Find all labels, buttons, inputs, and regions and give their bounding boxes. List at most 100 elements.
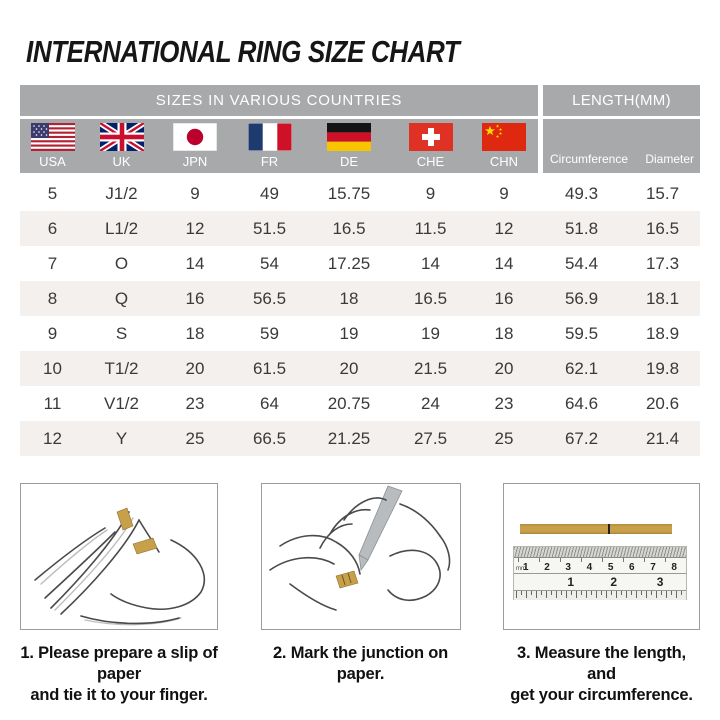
hand-with-paper-strip-illustration xyxy=(20,483,218,630)
table-cell: 59.5 xyxy=(564,323,599,343)
table-cell: 10 xyxy=(43,358,62,378)
usa-flag-icon xyxy=(30,123,75,151)
table-cell: 14 xyxy=(421,253,440,273)
ruler-number: 3 xyxy=(656,575,664,589)
table-row: 10 T1/2 20 61.5 20 21.5 20 62.1 19.8 xyxy=(20,351,700,386)
table-cell: 21.4 xyxy=(645,428,680,448)
table-cell: 16 xyxy=(494,288,514,308)
table-cell: 25 xyxy=(494,428,514,448)
ruler-tick-band xyxy=(514,590,686,600)
country-label-che: CHE xyxy=(416,154,445,169)
table-cell: 49 xyxy=(260,183,279,203)
table-cell: 12 xyxy=(494,218,514,238)
ruler-number: 2 xyxy=(610,575,617,589)
table-cell: 18 xyxy=(185,323,205,343)
table-cell: 66.5 xyxy=(252,428,287,448)
sizes-group-header: SIZES IN VARIOUS COUNTRIES xyxy=(20,85,538,116)
country-label-fr: FR xyxy=(260,154,279,169)
hand-strip-drawing xyxy=(34,507,206,626)
table-cell: 18.9 xyxy=(645,323,680,343)
size-chart-table: SIZES IN VARIOUS COUNTRIES LENGTH(MM) xyxy=(20,85,700,456)
mark-junction-drawing xyxy=(268,485,450,611)
country-column-chn: CHN xyxy=(470,119,538,173)
ruler-measure-illustration: mm 1 2 3 4 5 6 7 8 1 2 3 xyxy=(503,483,700,630)
table-cell: 18 xyxy=(339,288,359,308)
instruction-steps: 1. Please prepare a slip of paper and ti… xyxy=(20,483,700,706)
ruler-inch-scale: 1 2 3 xyxy=(514,574,686,590)
ruler-cm-scale: mm 1 2 3 4 5 6 7 8 xyxy=(514,558,686,574)
country-label-uk: UK xyxy=(112,154,131,169)
table-cell: 27.5 xyxy=(413,428,448,448)
table-cell: J1/2 xyxy=(105,183,138,203)
step-3-caption-line1: 3. Measure the length, and xyxy=(517,644,686,683)
table-cell: 54.4 xyxy=(564,253,599,273)
table-cell: 17.25 xyxy=(327,253,371,273)
country-column-che: CHE xyxy=(391,119,470,173)
table-cell: 62.1 xyxy=(564,358,599,378)
table-row: 9 S 18 59 19 19 18 59.5 18.9 xyxy=(20,316,700,351)
table-cell: V1/2 xyxy=(104,393,139,413)
table-row: 8 Q 16 56.5 18 16.5 16 56.9 18.1 xyxy=(20,281,700,316)
ruler-number: 7 xyxy=(650,562,656,573)
ruler-number: 1 xyxy=(523,562,529,573)
table-cell: Y xyxy=(115,428,128,448)
table-cell: 14 xyxy=(494,253,514,273)
ruler-number: 3 xyxy=(565,562,571,573)
strip-mark xyxy=(608,524,611,534)
table-cell: T1/2 xyxy=(104,358,139,378)
table-cell: O xyxy=(114,253,129,273)
ruler-number: 1 xyxy=(567,575,574,589)
country-label-jpn: JPN xyxy=(182,154,208,169)
table-cell: 12 xyxy=(43,428,62,448)
table-row: 11 V1/2 23 64 20.75 24 23 64.6 20.6 xyxy=(20,386,700,421)
table-cell: 56.5 xyxy=(252,288,287,308)
table-cell: 12 xyxy=(185,218,205,238)
ruler-number: 5 xyxy=(607,562,614,573)
table-row: 7 O 14 54 17.25 14 14 54.4 17.3 xyxy=(20,246,700,281)
step-1-caption-line2: and tie it to your finger. xyxy=(30,686,208,704)
table-cell: 18.1 xyxy=(645,288,680,308)
ruler-number: 8 xyxy=(671,562,677,573)
table-cell: L1/2 xyxy=(104,218,139,238)
table-cell: S xyxy=(115,323,128,343)
table-cell: Q xyxy=(114,288,129,308)
table-cell: 51.8 xyxy=(564,218,599,238)
step-1-caption-line1: 1. Please prepare a slip of paper xyxy=(20,644,218,683)
table-cell: 5 xyxy=(47,183,58,203)
table-cell: 20 xyxy=(339,358,359,378)
country-label-chn: CHN xyxy=(489,154,519,169)
table-row: 12 Y 25 66.5 21.25 27.5 25 67.2 21.4 xyxy=(20,421,700,456)
table-cell: 17.3 xyxy=(645,253,680,273)
japan-flag-icon xyxy=(173,123,217,151)
table-cell: 16.5 xyxy=(332,218,366,238)
table-cell: 51.5 xyxy=(252,218,287,238)
country-column-uk: UK xyxy=(85,119,158,173)
switzerland-flag-icon xyxy=(408,123,453,151)
table-cell: 15.75 xyxy=(327,183,371,203)
table-cell: 21.5 xyxy=(413,358,448,378)
table-body: 5 J1/2 9 49 15.75 9 9 49.3 15.7 6 L1/2 12 51.5 16.5 11… xyxy=(20,176,700,456)
table-cell: 23 xyxy=(185,393,205,413)
table-cell: 11 xyxy=(43,393,62,413)
step-1: 1. Please prepare a slip of paper and ti… xyxy=(20,483,218,706)
ruler-number: 6 xyxy=(629,562,635,573)
table-cell: 20.75 xyxy=(327,393,371,413)
ruler-unit-label: mm xyxy=(516,566,526,572)
country-columns: USA UK xyxy=(20,119,538,173)
length-group-header: LENGTH(MM) xyxy=(543,85,700,116)
table-cell: 61.5 xyxy=(252,358,287,378)
paper-strip xyxy=(520,524,672,534)
table-cell: 19.8 xyxy=(645,358,680,378)
table-cell: 64 xyxy=(260,393,279,413)
table-cell: 54 xyxy=(260,253,279,273)
country-label-de: DE xyxy=(339,154,359,169)
marking-paper-illustration xyxy=(260,483,461,630)
table-cell: 25 xyxy=(185,428,205,448)
table-row: 6 L1/2 12 51.5 16.5 11.5 12 51.8 16.5 xyxy=(20,211,700,246)
country-column-fr: FR xyxy=(232,119,307,173)
ruler-number: 2 xyxy=(544,562,550,573)
table-cell: 9 xyxy=(425,183,436,203)
table-cell: 18 xyxy=(494,323,514,343)
country-column-de: DE xyxy=(307,119,391,173)
table-cell: 64.6 xyxy=(564,393,599,413)
